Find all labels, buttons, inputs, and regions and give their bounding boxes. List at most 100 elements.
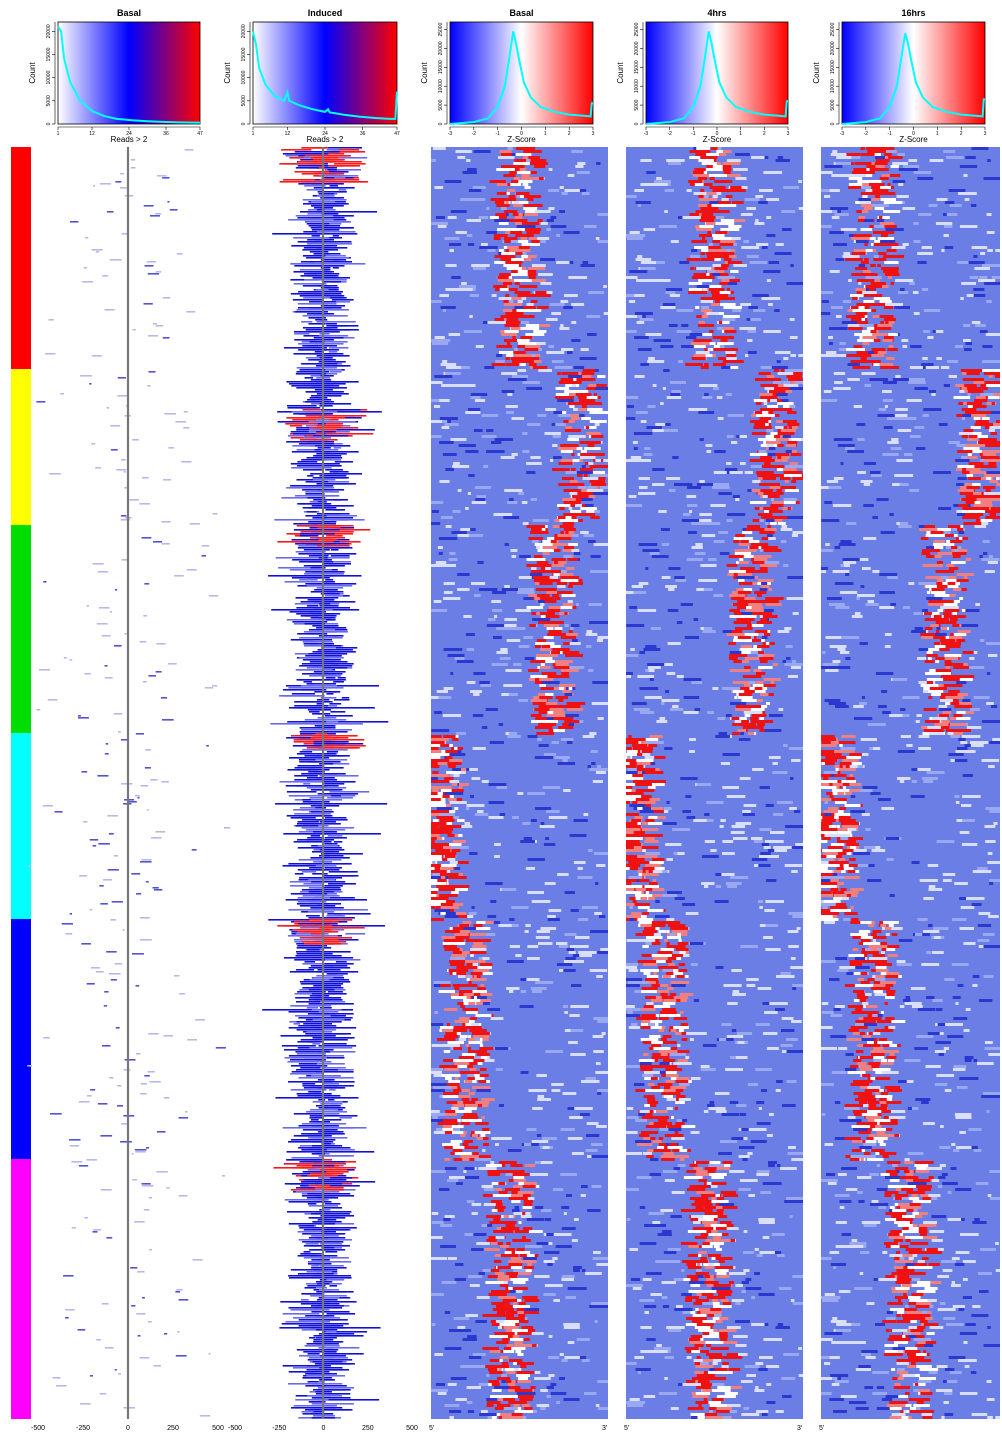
read-segment [322, 409, 361, 411]
zscore-cell [664, 189, 674, 192]
zscore-cell [536, 1134, 542, 1137]
zscore-cell [542, 786, 561, 789]
read-segment [324, 783, 345, 785]
zscore-cell [561, 1206, 570, 1209]
read-segment [275, 803, 388, 805]
read-segment [317, 1387, 338, 1389]
zscore-cell [568, 1041, 578, 1044]
zscore-cell [566, 741, 573, 744]
zscore-cell [451, 783, 458, 786]
zscore-cell [740, 213, 753, 216]
zscore-cell [516, 225, 536, 228]
zscore-cell [719, 291, 731, 294]
zscore-cell [512, 1287, 528, 1290]
read-segment [208, 1353, 211, 1355]
zscore-cell [700, 324, 715, 327]
zscore-cell [497, 1377, 511, 1380]
read-segment [305, 543, 349, 545]
read-segment [143, 205, 154, 207]
zscore-cell [555, 591, 573, 594]
zscore-cell [594, 912, 602, 915]
zscore-cell [513, 177, 521, 180]
zscore-cell [691, 249, 698, 252]
read-segment [177, 1331, 180, 1333]
zscore-cell [494, 255, 514, 258]
zscore-cell [506, 639, 521, 642]
zscore-cell [497, 1290, 509, 1293]
zscore-cell [452, 510, 461, 513]
read-segment [326, 1313, 356, 1315]
read-segment [116, 469, 127, 471]
zscore-cell [552, 435, 561, 438]
read-segment [104, 753, 109, 755]
zscore-cell [702, 333, 710, 336]
zscore-cell [545, 318, 558, 321]
read-segment [69, 1145, 80, 1147]
zscore-cell [450, 963, 465, 966]
read-segment [307, 1395, 342, 1397]
zscore-cell [671, 390, 681, 393]
read-segment [65, 1309, 75, 1311]
zscore-cell [494, 1209, 503, 1212]
zscore-cell [479, 1047, 494, 1050]
read-segment [313, 967, 351, 969]
zscore-cell [458, 1038, 466, 1041]
read-segment [304, 413, 333, 415]
zscore-cell [483, 1143, 489, 1146]
zscore-cell [570, 1029, 584, 1032]
zscore-cell [514, 354, 532, 357]
zscore-cell [523, 1185, 536, 1188]
zscore-cell [491, 1200, 502, 1203]
read-segment [49, 473, 61, 475]
zscore-cell [514, 159, 526, 162]
zscore-cell [591, 387, 608, 390]
read-segment [315, 319, 323, 321]
read-segment [326, 173, 343, 175]
zscore-cell [530, 456, 541, 459]
zscore-cell [477, 987, 486, 990]
zscore-cell [454, 1278, 466, 1281]
zscore-cell [491, 1389, 502, 1392]
zscore-cell [721, 327, 734, 330]
zscore-cell [522, 822, 531, 825]
zscore-cell [449, 849, 454, 852]
zscore-cell [579, 399, 596, 402]
zscore-cell [537, 1095, 545, 1098]
zscore-cell [564, 576, 580, 579]
zscore-cell [698, 177, 708, 180]
zscore-cell [476, 1137, 483, 1140]
read-segment [143, 303, 153, 305]
read-segment [320, 375, 334, 377]
zscore-cell [543, 753, 556, 756]
zscore-cell [653, 279, 671, 282]
x-tick-label: 0 [126, 1425, 130, 1432]
read-segment [311, 235, 320, 237]
zscore-cell [705, 168, 723, 171]
read-segment [329, 1285, 338, 1287]
zscore-cell [444, 1347, 462, 1350]
x-tick-label: 500 [212, 1425, 224, 1432]
zscore-cell [561, 1227, 576, 1230]
zscore-cell [740, 615, 757, 618]
zscore-cell [510, 231, 522, 234]
read-segment [329, 763, 350, 765]
zscore-cell [700, 297, 719, 300]
read-segment [117, 1105, 123, 1107]
zscore-cell [529, 279, 546, 282]
read-segment [311, 897, 355, 899]
read-segment [175, 1355, 187, 1357]
read-segment [326, 1227, 357, 1229]
zscore-cell [519, 555, 531, 558]
zscore-cell [563, 1323, 580, 1326]
zscore-cell [436, 690, 448, 693]
read-segment [186, 569, 197, 571]
zscore-cell [465, 1314, 478, 1317]
zscore-cell [435, 561, 447, 564]
zscore-cell [717, 342, 734, 345]
zscore-cell [481, 414, 499, 417]
zscore-cell [783, 426, 788, 429]
zscore-cell [727, 414, 744, 417]
zscore-cell [506, 354, 514, 357]
read-segment [307, 475, 314, 477]
read-segment [305, 329, 351, 331]
